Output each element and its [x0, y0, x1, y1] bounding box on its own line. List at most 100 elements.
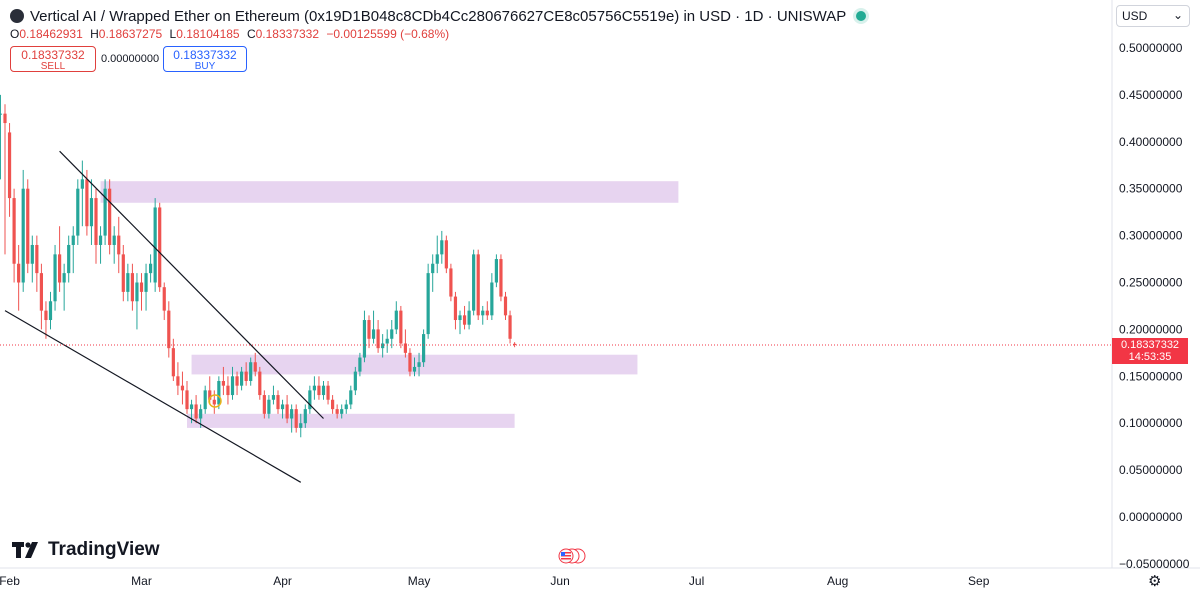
candle	[426, 263, 430, 339]
candle	[48, 291, 53, 330]
candle-body	[262, 395, 266, 414]
sell-button[interactable]: 0.18337332 SELL	[10, 46, 96, 72]
candle	[376, 320, 380, 353]
candle	[449, 263, 453, 302]
candle	[280, 399, 285, 419]
candle	[371, 310, 376, 344]
sell-label: SELL	[40, 61, 66, 72]
candle	[403, 329, 407, 358]
candle-body	[108, 188, 112, 245]
trendline-1[interactable]	[59, 150, 324, 419]
candle	[267, 395, 271, 419]
candle	[39, 263, 43, 330]
candle-body	[267, 399, 271, 414]
candle	[153, 198, 157, 292]
settings-gear-icon[interactable]: ⚙	[1148, 573, 1162, 590]
candle	[17, 244, 21, 311]
flag-event-icon[interactable]	[558, 548, 586, 564]
candle-body	[431, 263, 435, 274]
last-price-label: 0.18337332 14:53:35	[1112, 338, 1188, 364]
currency-select[interactable]: USD ⌄	[1116, 5, 1190, 27]
ohlc-values: O0.18462931 H0.18637275 L0.18104185 C0.1…	[10, 27, 453, 41]
candle	[221, 366, 225, 396]
candle	[472, 249, 476, 316]
candle-body	[503, 296, 508, 316]
candle	[444, 235, 448, 274]
candle-body	[390, 329, 394, 339]
candle	[303, 404, 307, 428]
high-label: H	[90, 27, 99, 41]
candle-body	[308, 390, 312, 410]
candle-body	[3, 113, 7, 124]
candle-body	[494, 259, 498, 283]
trendline-2[interactable]	[4, 310, 302, 483]
candle-body	[513, 343, 517, 345]
candle-body	[408, 352, 412, 372]
price-axis[interactable]: 0.50000000 0.45000000 0.40000000 0.35000000…	[1119, 41, 1190, 571]
zone-3[interactable]	[187, 413, 515, 428]
candle-body	[153, 207, 157, 283]
candle-body	[508, 315, 512, 339]
candle	[121, 244, 125, 302]
candle	[308, 385, 312, 414]
candle	[412, 357, 417, 377]
candle-body	[85, 179, 89, 227]
chevron-down-icon: ⌄	[1172, 8, 1183, 22]
candlestick-series[interactable]	[0, 94, 517, 438]
candle	[399, 305, 403, 349]
candle-body	[344, 404, 348, 410]
candle-body	[217, 380, 221, 405]
candle-body	[412, 366, 417, 372]
candle-body	[440, 240, 444, 255]
time-tick-label: Sep	[968, 574, 990, 588]
candle-body	[235, 376, 239, 386]
candle-body	[98, 235, 103, 245]
candle	[85, 169, 89, 236]
price-tick-label: 0.15000000	[1119, 369, 1183, 383]
candle-body	[171, 348, 175, 377]
price-tick-label: 0.10000000	[1119, 416, 1183, 430]
trendlines[interactable]	[4, 150, 324, 483]
candle-body	[221, 380, 225, 386]
candle	[240, 366, 244, 391]
candle-body	[271, 395, 276, 400]
price-tick-label: 0.45000000	[1119, 88, 1183, 102]
zone-1[interactable]	[100, 181, 679, 203]
chart-title[interactable]: Vertical AI / Wrapped Ether on Ethereum …	[30, 7, 847, 25]
tradingview-logo[interactable]: TradingView	[12, 539, 160, 561]
candle	[440, 230, 444, 264]
candle-body	[326, 385, 330, 400]
candle	[326, 380, 330, 405]
candle-body	[376, 329, 380, 349]
candle	[226, 376, 230, 405]
candle	[167, 301, 171, 358]
candle	[435, 235, 439, 274]
time-axis[interactable]: Feb Mar Apr May Jun Jul Aug Sep	[0, 574, 990, 588]
candle-body	[80, 179, 84, 189]
candle	[139, 273, 144, 311]
candle-body	[39, 273, 43, 311]
candle	[503, 291, 508, 321]
candle-body	[249, 362, 253, 381]
candle	[321, 380, 326, 400]
candle-body	[312, 385, 316, 391]
candle	[408, 348, 412, 377]
candle	[299, 413, 303, 438]
candle	[130, 263, 134, 311]
buy-button[interactable]: 0.18337332 BUY	[163, 46, 247, 72]
candle	[335, 404, 339, 419]
market-status-icon[interactable]	[856, 11, 867, 21]
candle-body	[462, 315, 467, 325]
candle	[21, 169, 25, 292]
candle	[180, 371, 185, 405]
candle-body	[89, 198, 94, 227]
candle-body	[285, 404, 289, 419]
candle	[499, 254, 503, 302]
candle-body	[67, 244, 71, 274]
candle	[0, 94, 3, 180]
candle-body	[0, 113, 3, 115]
candle	[176, 362, 180, 396]
candle-body	[121, 254, 125, 292]
candle-body	[321, 385, 326, 396]
